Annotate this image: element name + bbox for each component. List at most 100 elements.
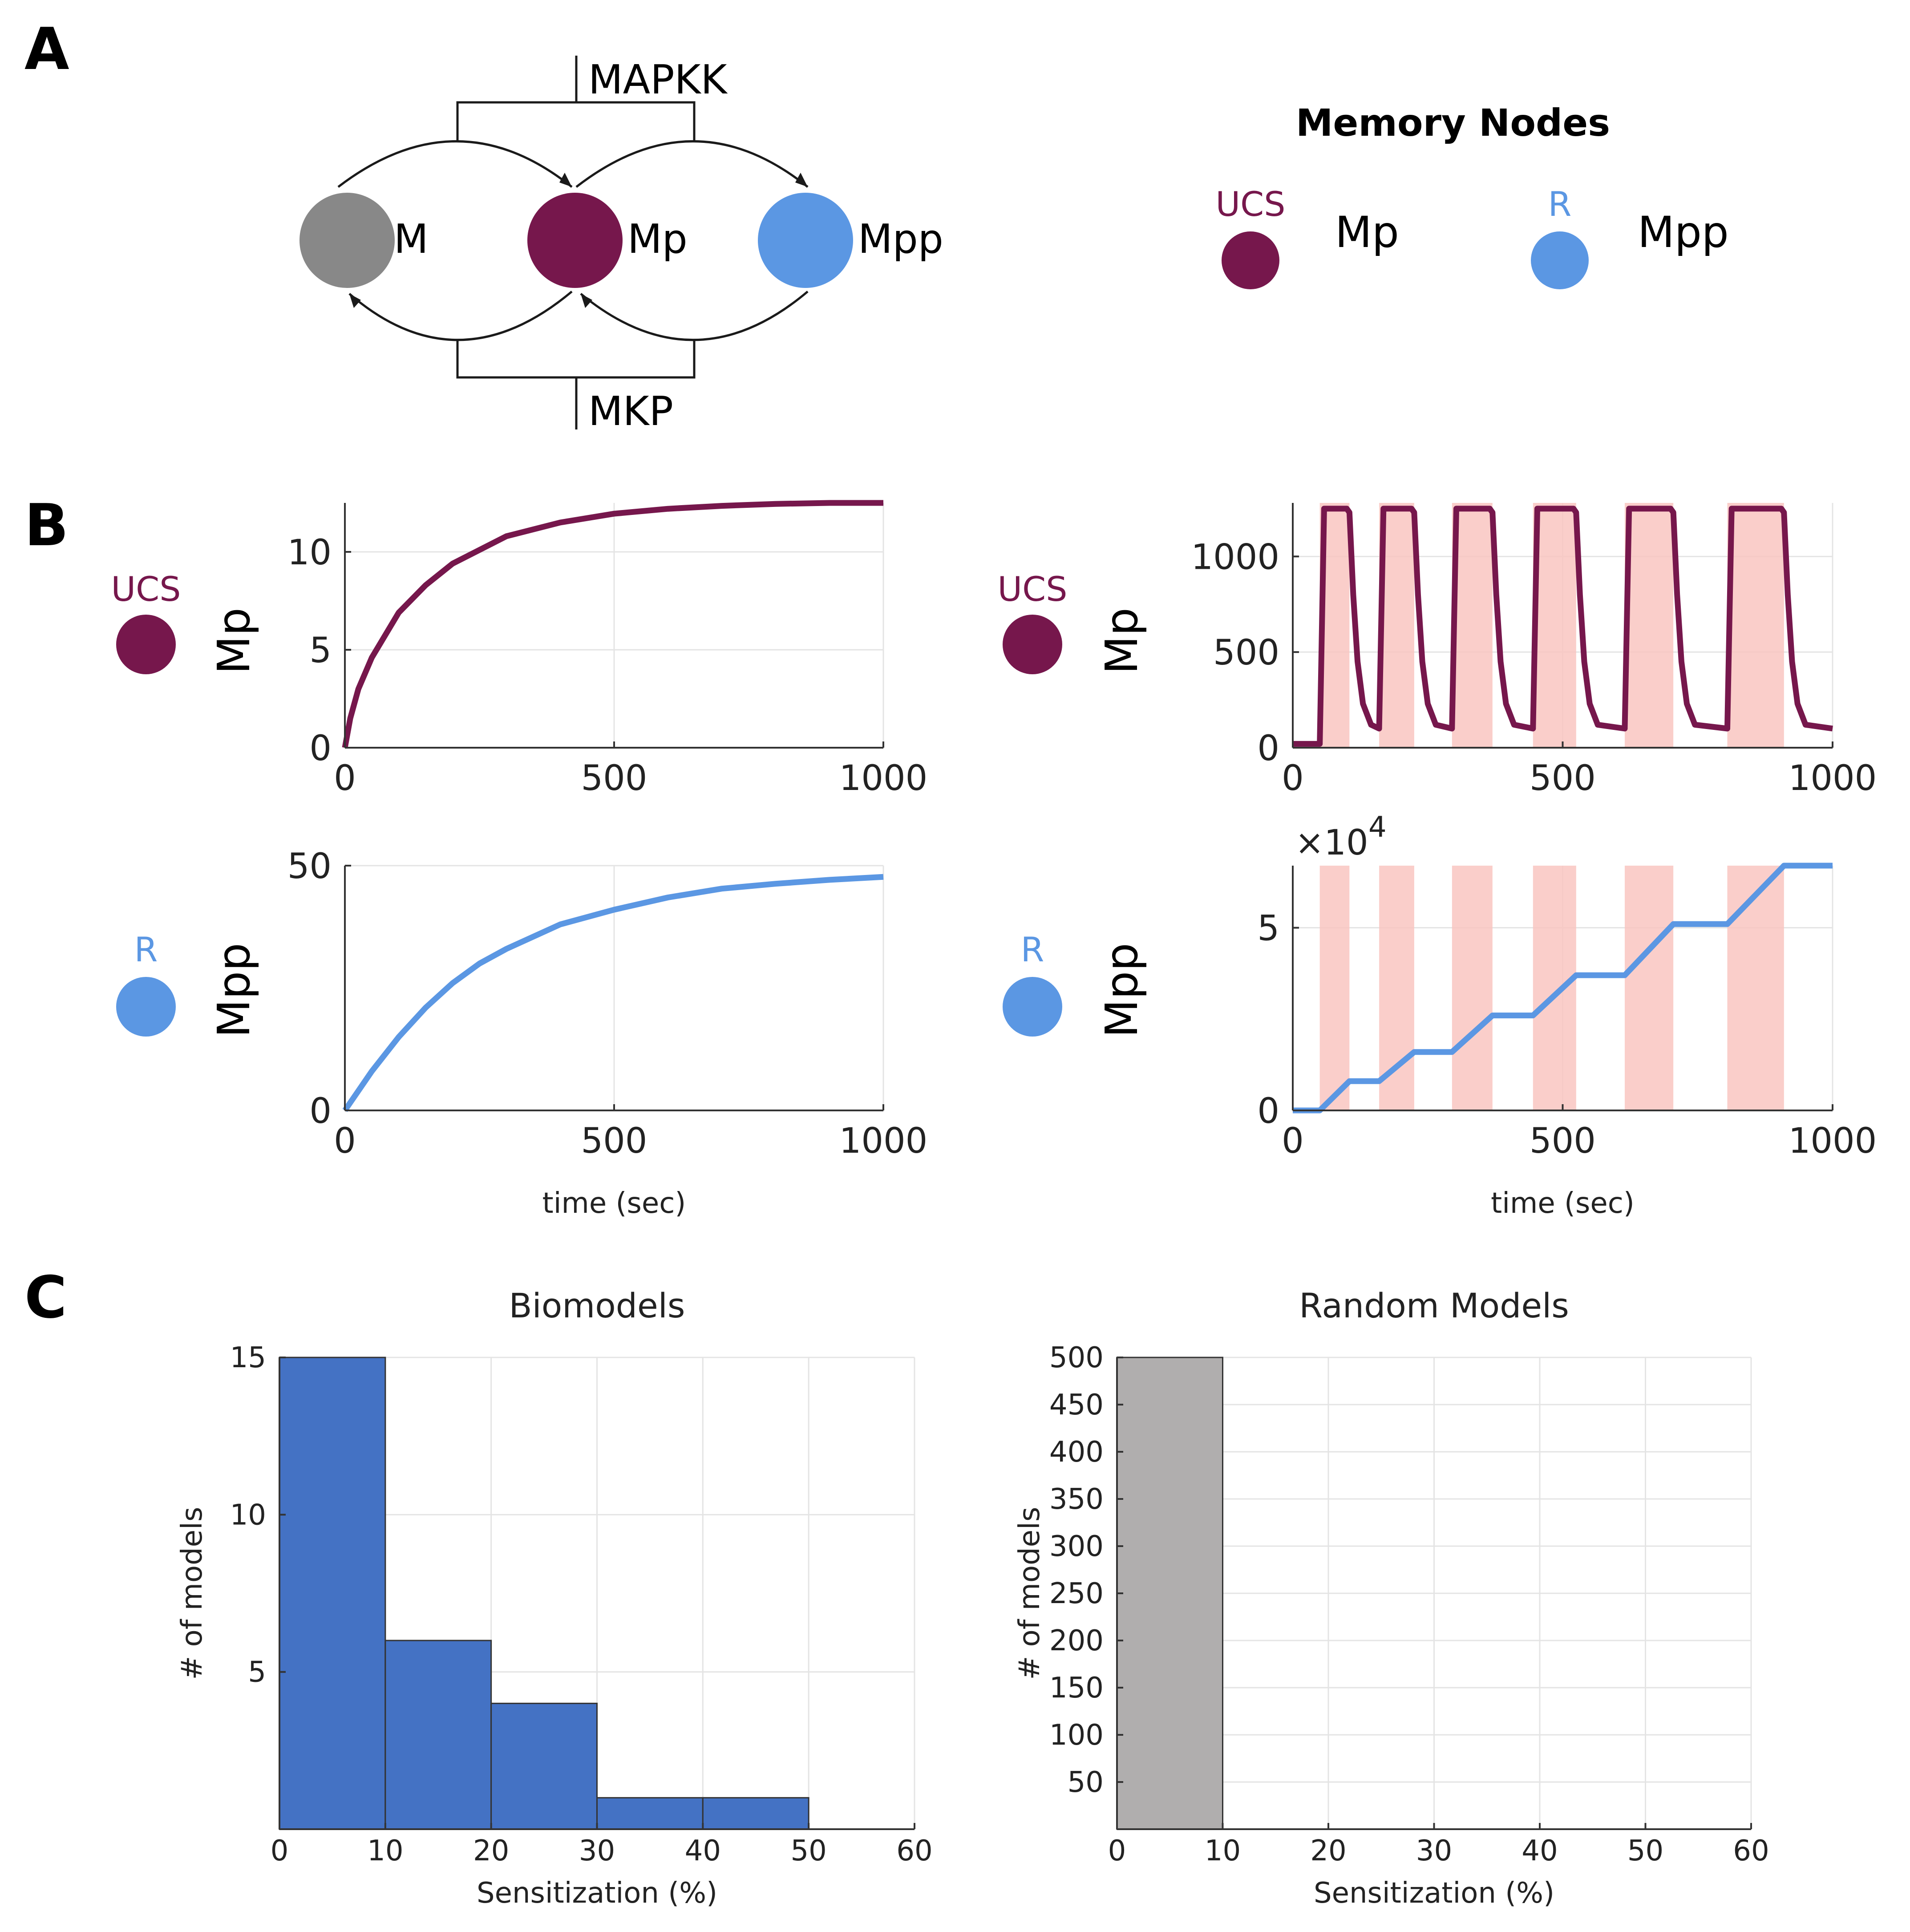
b3-series-line — [342, 874, 884, 1112]
b1-xtick-label: 500 — [581, 758, 647, 798]
b4-ytick-label: 0 — [1257, 1091, 1279, 1131]
c1-bar — [384, 1640, 492, 1830]
b3-ytick-label: 50 — [287, 847, 332, 887]
legend-r-dot — [1531, 231, 1589, 289]
b1-ytick-label: 0 — [309, 729, 332, 769]
b3-r-tag: R — [134, 930, 158, 969]
c1-title: Biomodels — [509, 1286, 685, 1325]
c1-bar — [596, 1797, 704, 1830]
b2-pulse-band — [1452, 503, 1493, 748]
panel-letter-b: B — [24, 491, 69, 559]
legend-ucs-dot — [1222, 231, 1279, 289]
b1-ucs-dot — [116, 615, 176, 674]
b4-yscale-factor: ×10 — [1295, 823, 1368, 863]
node-m-label: M — [394, 216, 429, 263]
reaction-diagram: MAPKK MKP M Mp Mpp — [299, 56, 943, 435]
b4-pulse-band — [1319, 866, 1350, 1110]
c2-xtick-label: 30 — [1416, 1835, 1452, 1867]
chart-b2-mp-pulsed: 0 500 1000 0 500 1000 — [1191, 503, 1877, 798]
c2-xtick-label: 20 — [1310, 1835, 1346, 1867]
c2-ytick-label: 250 — [1049, 1577, 1104, 1610]
b2-ytick-label: 1000 — [1191, 537, 1279, 577]
c2-ytick-label: 450 — [1049, 1389, 1104, 1422]
mkp-label: MKP — [588, 388, 673, 435]
c2-ylabel: # of models — [1013, 1507, 1046, 1680]
mkp-bracket — [456, 339, 696, 379]
b3-ytick-label: 0 — [309, 1091, 332, 1131]
legend-mp-label: Mp — [1335, 207, 1399, 257]
b3-r-dot — [116, 977, 176, 1037]
b4-ylabel: Mpp — [1096, 943, 1148, 1037]
memory-nodes-legend: Memory Nodes UCS Mp R Mpp — [1216, 101, 1729, 289]
c2-ytick-label: 100 — [1049, 1719, 1104, 1752]
c1-xtick-label: 20 — [473, 1835, 509, 1867]
c1-xtick-label: 40 — [685, 1835, 721, 1867]
arc-mp-to-m — [348, 291, 573, 341]
chart-c2-random-models: 0 10 20 30 40 50 60 50 100 150 200 250 300 350 400 450 5… — [1013, 1286, 1769, 1910]
b4-r-dot — [1003, 977, 1062, 1037]
b1-xtick-label: 0 — [334, 758, 356, 798]
c2-xtick-label: 0 — [1108, 1835, 1126, 1867]
b4-pulse-band — [1533, 866, 1576, 1110]
b1-series-line — [342, 500, 883, 749]
c2-ytick-label: 200 — [1049, 1624, 1104, 1657]
b4-pulse-band — [1624, 866, 1674, 1110]
b2-ucs-tag: UCS — [998, 569, 1068, 609]
b3-xtick-label: 0 — [334, 1121, 356, 1161]
arrowhead-mpp — [795, 173, 808, 187]
c2-xtick-label: 10 — [1205, 1835, 1241, 1867]
b4-xtick-label: 500 — [1530, 1121, 1596, 1161]
panel-letter-a: A — [24, 15, 69, 83]
b2-ytick-label: 0 — [1257, 729, 1279, 769]
c1-bar — [490, 1702, 598, 1830]
b4-yscale-exponent: 4 — [1368, 811, 1387, 844]
b1-ucs-tag: UCS — [111, 569, 181, 609]
node-mpp — [758, 193, 853, 288]
c2-ytick-label: 350 — [1049, 1483, 1104, 1516]
b4-pulse-band — [1727, 866, 1784, 1110]
arc-m-to-mp — [337, 140, 573, 188]
b3-xtick-label: 1000 — [839, 1121, 928, 1161]
c2-ytick-label: 500 — [1049, 1341, 1104, 1374]
b4-xtick-label: 0 — [1282, 1121, 1304, 1161]
b1-ytick-label: 5 — [309, 631, 332, 671]
b2-ylabel: Mp — [1096, 608, 1148, 674]
b2-pulse-band — [1533, 503, 1576, 748]
c2-xtick-label: 50 — [1627, 1835, 1663, 1867]
node-mp-label: Mp — [627, 216, 688, 263]
c1-xtick-label: 50 — [790, 1835, 826, 1867]
c1-xlabel: Sensitization (%) — [477, 1877, 717, 1910]
mapkk-label: MAPKK — [588, 57, 728, 103]
b2-ytick-label: 500 — [1213, 633, 1279, 673]
c2-xtick-label: 40 — [1522, 1835, 1558, 1867]
b2-pulse-band — [1727, 503, 1784, 748]
b2-series-line — [1293, 506, 1833, 747]
chart-b4-mpp-pulsed: 0 500 1000 0 5 time (sec) ×10 4 — [1257, 811, 1877, 1220]
b4-r-tag: R — [1021, 930, 1044, 969]
b1-xtick-label: 1000 — [839, 758, 928, 798]
memory-nodes-title: Memory Nodes — [1296, 101, 1610, 145]
b1-ylabel: Mp — [208, 608, 260, 674]
c2-bar — [1116, 1357, 1223, 1830]
b2-xtick-label: 500 — [1530, 758, 1596, 798]
node-mp — [527, 193, 623, 288]
b4-ytick-label: 5 — [1257, 909, 1279, 949]
c1-xtick-label: 0 — [271, 1835, 289, 1867]
b4-series-line — [1293, 863, 1833, 1114]
legend-ucs-tag: UCS — [1216, 184, 1286, 224]
b1-ytick-label: 10 — [287, 533, 332, 573]
row-labels: UCS Mp R Mpp UCS Mp R Mpp — [111, 569, 1148, 1038]
arrowhead-mp — [559, 173, 572, 187]
c2-xtick-label: 60 — [1733, 1835, 1769, 1867]
c1-ytick-label: 10 — [230, 1499, 266, 1531]
b3-ylabel: Mpp — [208, 943, 260, 1037]
chart-b1-mp-sustained: 0 500 1000 0 5 10 — [287, 500, 928, 798]
c2-ytick-label: 50 — [1068, 1766, 1104, 1799]
c1-xtick-label: 30 — [579, 1835, 615, 1867]
c1-ytick-label: 15 — [230, 1341, 266, 1374]
c1-xtick-label: 60 — [896, 1835, 932, 1867]
b2-pulse-band — [1624, 503, 1674, 748]
chart-c1-biomodels: 0 10 20 30 40 50 60 5 10 15 Sensitization (%) # of … — [176, 1286, 933, 1910]
node-mpp-label: Mpp — [858, 216, 943, 263]
